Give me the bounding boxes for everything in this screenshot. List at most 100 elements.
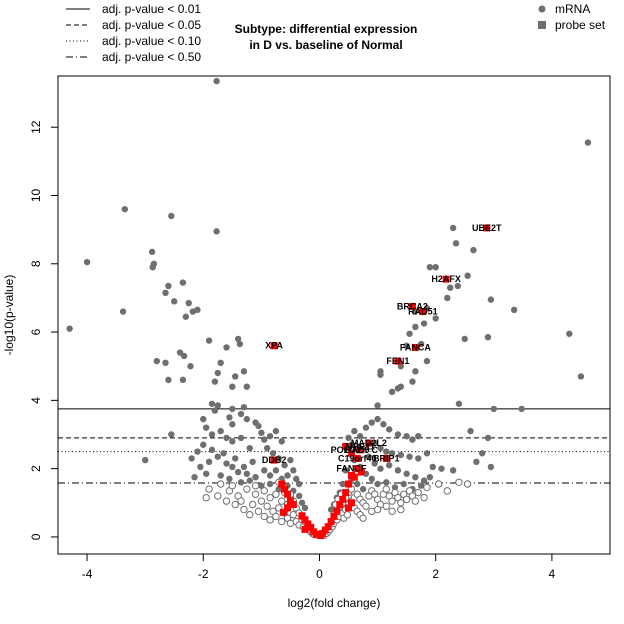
mrna-point [284,472,291,479]
mrna-point [566,330,573,337]
mrna-point [229,438,236,445]
threshold-lines [58,408,610,484]
probe-set-point [301,525,309,533]
mrna-point [487,296,495,303]
probe-set-point [317,532,325,540]
mrna-point [444,294,451,302]
probe-set-point [301,516,309,524]
mrna-point [484,333,492,341]
probe-set-point [345,504,353,512]
mrna-point-nonsignificant [359,514,367,522]
mrna-point-nonsignificant [260,512,268,521]
probe-set-point [353,465,361,473]
mrna-point [205,458,213,466]
mrna-point [388,388,396,396]
plot-frame [57,75,611,555]
mrna-point [187,363,194,370]
mrna-point [478,450,486,457]
mrna-point [214,369,221,377]
probe-set-point [483,224,491,232]
mrna-point [423,357,431,365]
mrna-point-nonsignificant [272,490,280,498]
mrna-point [261,436,268,443]
y-tick-label: 0 [29,533,43,540]
probe-set-point [382,454,390,462]
mrna-point-nonsignificant [251,490,260,498]
mrna-point [432,315,439,322]
mrna-point [348,441,355,448]
mrna-point [278,438,285,445]
mrna-point [217,427,224,435]
mrna-point [394,385,402,392]
probe-set-point [347,449,355,457]
mrna-point-nonsignificant [254,507,263,516]
mrna-point [211,378,219,385]
mrna-point-nonsignificant [216,480,225,488]
gene-label: DDB2 [262,455,287,465]
probe-set-point [279,508,287,516]
mrna-point-nonsignificant [228,482,237,490]
mrna-point [386,426,393,433]
mrna-point [487,463,495,471]
mrna-point [205,337,213,344]
mrna-point [429,463,436,471]
mrna-point [180,352,188,360]
mrna-point [368,419,375,426]
mrna-point [368,475,375,483]
mrna-point [449,467,457,474]
x-tick-label: 2 [432,567,439,581]
mrna-point [229,383,236,390]
mrna-point-nonsignificant [260,487,268,495]
mrna-point [234,468,242,476]
mrna-point [121,205,129,213]
mrna-point [383,448,390,455]
mrna-point [290,467,297,474]
mrna-point [409,378,416,385]
mrna-point [454,282,461,290]
mrna-point [185,299,192,307]
mrna-point-nonsignificant [257,497,266,505]
mrna-point [272,467,280,474]
mrna-point [234,335,242,343]
mrna-point [412,473,419,481]
mrna-point [148,248,156,256]
gene-label: BRIP1 [373,453,400,463]
mrna-point [255,422,262,430]
mrna-point-nonsignificant [382,485,390,493]
x-axis: -4 -2 0 2 4 [82,553,556,581]
probe-set-point [298,512,306,520]
mrna-point-nonsignificant [382,502,390,510]
x-tick-label: 0 [316,567,323,581]
mrna-point [162,359,169,366]
probe-set-point [345,480,353,488]
mrna-point [275,485,282,493]
mrna-point [237,410,245,418]
data-points [66,77,592,540]
mrna-point [447,284,454,291]
gene-label: RAD51 [408,307,438,317]
mrna-point [420,477,428,484]
probe-set-point [286,497,294,505]
mrna-point-nonsignificant [343,511,352,519]
mrna-point [383,479,390,486]
mrna-point [464,272,471,279]
mrna-point [191,473,198,481]
mrna-point-nonsignificant [434,480,443,488]
gene-label: C19orf40 [338,453,377,463]
mrna-point [391,484,399,491]
marker-legend: mRNA probe set [538,2,606,32]
mrna-point [240,368,248,375]
mrna-point [168,431,175,438]
mrna-point-nonsignificant [214,492,222,500]
legend-threshold-label: adj. p-value < 0.50 [102,50,201,64]
mrna-point-nonsignificant [402,495,411,504]
mrna-point-nonsignificant [278,497,286,505]
mrna-point [400,480,407,488]
mrna-point [356,433,364,440]
mrna-point [380,421,387,428]
probe-set-point [394,357,402,365]
mrna-point-nonsignificant [397,505,405,514]
